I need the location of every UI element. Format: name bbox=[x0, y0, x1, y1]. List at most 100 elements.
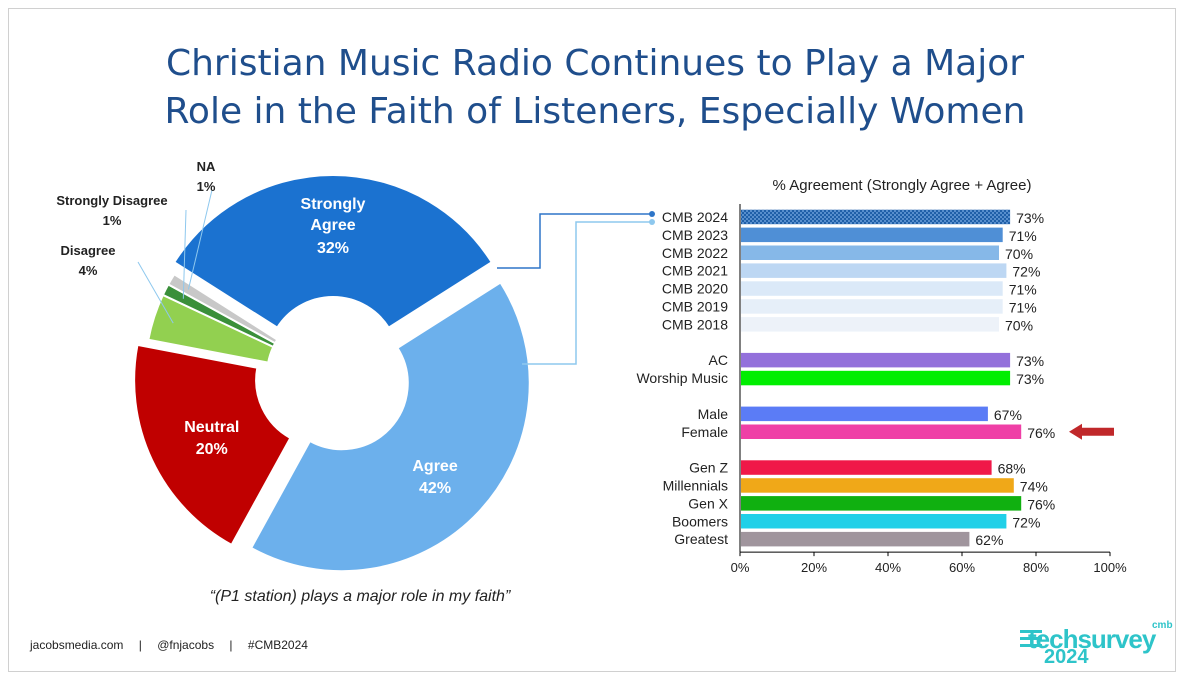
bar-cmb-2022 bbox=[741, 245, 999, 260]
footer: jacobsmedia.com | @fnjacobs | #CMB2024 bbox=[30, 638, 320, 652]
bar-value-label: 76% bbox=[1027, 425, 1055, 441]
bar-category-label: CMB 2021 bbox=[662, 263, 728, 279]
footer-handle: @fnjacobs bbox=[157, 638, 215, 652]
bar-category-label: CMB 2020 bbox=[662, 281, 728, 297]
highlight-arrow-icon bbox=[1069, 423, 1114, 440]
x-tick-label: 80% bbox=[1023, 560, 1049, 575]
x-tick-label: 60% bbox=[949, 560, 975, 575]
bar-category-label: AC bbox=[709, 352, 728, 368]
bar-value-label: 71% bbox=[1009, 228, 1037, 244]
slice-label-disagree: Disagree bbox=[61, 243, 116, 258]
connector-agree bbox=[522, 221, 652, 365]
footer-separator: | bbox=[229, 638, 233, 652]
bar-category-label: CMB 2022 bbox=[662, 245, 728, 261]
slice-value-strongly-disagree: 1% bbox=[103, 213, 122, 228]
logo-lines-icon bbox=[1020, 630, 1042, 651]
bar-category-label: Greatest bbox=[674, 531, 728, 547]
bar-value-label: 71% bbox=[1009, 299, 1037, 315]
slice-label-na: NA bbox=[197, 159, 216, 174]
footer-separator: | bbox=[138, 638, 142, 652]
bar-value-label: 62% bbox=[975, 532, 1003, 548]
donut-slice-neutral bbox=[133, 343, 292, 547]
leader-line-strongly-disagree bbox=[182, 209, 187, 299]
slice-label-agree: Agree bbox=[412, 458, 457, 475]
connector-dot bbox=[649, 219, 655, 225]
bar-category-label: CMB 2023 bbox=[662, 227, 728, 243]
bar-greatest bbox=[741, 531, 970, 547]
slice-label-strongly-agree: Strongly bbox=[301, 196, 366, 213]
connector-strongly-agree bbox=[497, 213, 652, 269]
slice-value-strongly-agree: 32% bbox=[317, 240, 349, 257]
footer-site: jacobsmedia.com bbox=[30, 638, 124, 652]
slide-border bbox=[8, 8, 1176, 672]
bar-category-label: CMB 2018 bbox=[662, 316, 728, 332]
bar-female bbox=[741, 424, 1022, 439]
bar-value-label: 73% bbox=[1016, 210, 1044, 226]
donut-slice-na bbox=[166, 272, 279, 345]
bar-category-label: Gen Z bbox=[689, 460, 728, 476]
bar-gen-x bbox=[741, 496, 1022, 511]
bar-value-label: 74% bbox=[1020, 478, 1048, 494]
bar-category-label: CMB 2024 bbox=[662, 209, 728, 225]
slice-value-agree: 42% bbox=[419, 480, 451, 497]
bar-value-label: 72% bbox=[1012, 514, 1040, 530]
bar-male bbox=[741, 406, 988, 422]
bar-cmb-2021 bbox=[741, 263, 1007, 278]
bar-category-label: CMB 2019 bbox=[662, 298, 728, 314]
bar-category-label: Gen X bbox=[688, 495, 728, 511]
leader-line-disagree bbox=[137, 261, 174, 324]
donut-slice-strongly-agree bbox=[172, 174, 494, 330]
x-tick-label: 20% bbox=[801, 560, 827, 575]
bar-cmb-2023 bbox=[741, 227, 1003, 243]
bar-cmb-2019 bbox=[741, 299, 1003, 314]
bar-category-label: Male bbox=[698, 406, 729, 422]
slice-value-disagree: 4% bbox=[79, 263, 98, 278]
quote-caption: “(P1 station) plays a major role in my f… bbox=[209, 588, 511, 605]
logo-brand: techsurvey bbox=[1028, 624, 1156, 654]
x-tick-label: 0% bbox=[731, 560, 750, 575]
logo-superscript: cmb bbox=[1152, 620, 1173, 631]
leader-line-na bbox=[187, 189, 213, 290]
bar-millennials bbox=[741, 478, 1014, 493]
bar-worship-music bbox=[741, 370, 1011, 386]
bar-value-label: 70% bbox=[1005, 246, 1033, 262]
bar-value-label: 68% bbox=[998, 461, 1026, 477]
bar-value-label: 72% bbox=[1012, 264, 1040, 280]
bar-value-label: 76% bbox=[1027, 496, 1055, 512]
x-tick-label: 100% bbox=[1093, 560, 1127, 575]
x-tick-label: 40% bbox=[875, 560, 901, 575]
bar-gen-z bbox=[741, 460, 992, 475]
bar-value-label: 73% bbox=[1016, 371, 1044, 387]
slide-title: Christian Music Radio Continues to Play … bbox=[90, 40, 1100, 136]
bar-category-label: Worship Music bbox=[636, 370, 728, 386]
bar-ac bbox=[741, 352, 1011, 368]
techsurvey-logo: techsurvey cmb 2024 bbox=[1020, 618, 1173, 668]
slice-value-na: 1% bbox=[197, 179, 216, 194]
bar-category-label: Millennials bbox=[663, 477, 728, 493]
bar-value-label: 70% bbox=[1005, 317, 1033, 333]
bar-chart-title: % Agreement (Strongly Agree + Agree) bbox=[773, 177, 1032, 194]
bar-cmb-2020 bbox=[741, 281, 1003, 296]
logo-year: 2024 bbox=[1044, 646, 1089, 668]
donut-slice-agree bbox=[249, 281, 531, 573]
bar-value-label: 67% bbox=[994, 407, 1022, 423]
bar-chart: % Agreement (Strongly Agree + Agree) CMB … bbox=[636, 177, 1127, 575]
connector-dot bbox=[649, 211, 655, 217]
slice-label-strongly-disagree: Strongly Disagree bbox=[56, 193, 167, 208]
bar-category-label: Boomers bbox=[672, 513, 728, 529]
bar-boomers bbox=[741, 514, 1007, 529]
slice-label-strongly-agree: Agree bbox=[310, 217, 355, 234]
slice-label-neutral: Neutral bbox=[184, 419, 239, 436]
title-line-1: Christian Music Radio Continues to Play … bbox=[165, 43, 1025, 84]
footer-hashtag: #CMB2024 bbox=[247, 638, 308, 652]
bar-value-label: 71% bbox=[1009, 282, 1037, 298]
bar-value-label: 73% bbox=[1016, 353, 1044, 369]
bar-category-label: Female bbox=[681, 424, 728, 440]
slice-value-neutral: 20% bbox=[196, 441, 228, 458]
donut-chart: Strongly Agree 32% Agree 42% Neutral 20% Disagr… bbox=[56, 159, 655, 573]
bar-cmb-2018 bbox=[741, 317, 999, 332]
bar-cmb-2024 bbox=[741, 209, 1011, 225]
title-line-2: Role in the Faith of Listeners, Especial… bbox=[164, 91, 1026, 132]
